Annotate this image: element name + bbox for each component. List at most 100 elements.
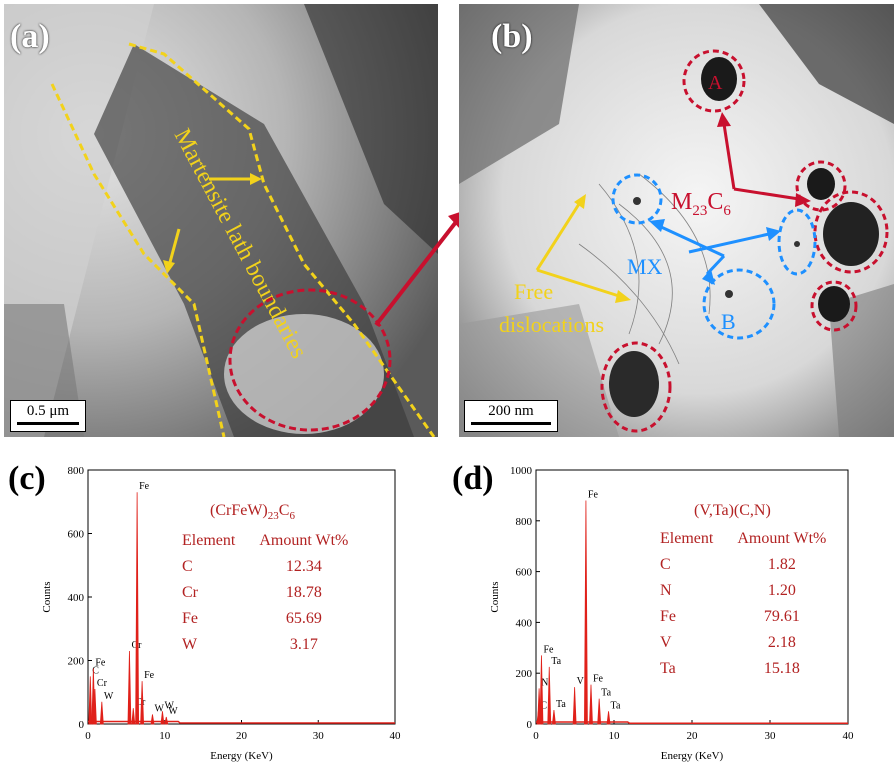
element-cell: V xyxy=(660,634,672,651)
peak-label: Fe xyxy=(593,674,604,685)
panel-label-b: (b) xyxy=(491,18,533,55)
tem-image-b: A B M23C6 MX Free dislocations (b) 200 n… xyxy=(459,4,894,437)
table-row: Fe 79.61 xyxy=(648,604,838,630)
eds-title-c: (CrFeW)23C6 xyxy=(210,502,295,523)
y-tick-label: 1000 xyxy=(510,465,533,477)
spectrum-baseline xyxy=(536,721,848,724)
table-row: W 3.17 xyxy=(170,632,360,658)
table-row: Fe 65.69 xyxy=(170,606,360,632)
spectrum-peak xyxy=(135,492,140,725)
scalebar-label-b: 200 nm xyxy=(488,403,534,419)
spectrum-peak xyxy=(140,681,145,725)
element-cell: C xyxy=(660,556,671,573)
marker-label-b: B xyxy=(721,309,736,334)
table-header: Element xyxy=(182,532,236,550)
marker-circle-a xyxy=(682,49,746,113)
peak-label: Cr xyxy=(135,697,146,708)
m23c6-annotation: M23C6 xyxy=(671,189,731,219)
element-cell: Fe xyxy=(660,608,676,625)
x-tick-label: 0 xyxy=(533,730,539,742)
table-row: C 12.34 xyxy=(170,554,360,580)
table-row: V 2.18 xyxy=(648,630,838,656)
peak-label: Fe xyxy=(139,481,150,492)
x-tick-label: 10 xyxy=(159,730,171,742)
spectrum-peak xyxy=(606,711,611,725)
peak-label: W xyxy=(104,691,114,702)
spectrum-peak xyxy=(572,687,577,725)
table-header: Element xyxy=(660,530,714,547)
peak-label: W xyxy=(168,706,178,717)
eds-grid-c: Element Amount Wt% C 12.34 Cr 18.78 Fe 65.69 W 3.… xyxy=(170,528,360,658)
amount-cell: 18.78 xyxy=(285,584,322,602)
peak-label: W xyxy=(154,703,164,714)
y-tick-label: 200 xyxy=(516,668,533,680)
eds-table-c: (CrFeW)23C6 Element Amount Wt% C 12.34 Cr 18.… xyxy=(170,502,360,658)
table-row: Cr 18.78 xyxy=(170,580,360,606)
scalebar-a: 0.5 μm xyxy=(10,400,86,432)
y-tick-label: 600 xyxy=(516,567,533,579)
peak-label: Fe xyxy=(144,670,155,681)
spectrum-peak xyxy=(164,716,169,725)
spectrum-peak xyxy=(584,500,588,725)
y-axis-label: Counts xyxy=(41,581,53,612)
y-tick-label: 400 xyxy=(68,592,85,604)
spectrum-peak xyxy=(551,709,556,725)
x-tick-label: 0 xyxy=(85,730,91,742)
x-tick-label: 20 xyxy=(236,730,248,742)
peak-label: W xyxy=(164,700,174,711)
amount-cell: 2.18 xyxy=(767,634,796,651)
x-axis-label: Energy (KeV) xyxy=(661,750,724,762)
spectrum-peak xyxy=(160,711,165,725)
x-tick-label: 10 xyxy=(609,730,621,742)
spectrum-peak xyxy=(539,655,544,725)
peak-label: Fe xyxy=(543,644,554,655)
spectrum-peak xyxy=(99,701,104,725)
table-header: Amount Wt% xyxy=(259,532,349,550)
element-cell: Ta xyxy=(660,660,676,677)
amount-cell: 3.17 xyxy=(289,636,318,654)
panel-label-d: (d) xyxy=(452,460,494,497)
eds-chart-c: 0 200 400 600 800 0 10 20 30 40 Energy (KeV) Counts… xyxy=(41,465,402,762)
peak-label: N xyxy=(541,677,548,688)
spectrum-peak xyxy=(589,684,593,725)
x-tick-label: 40 xyxy=(390,730,402,742)
peak-label: C xyxy=(540,700,547,711)
amount-cell: 79.61 xyxy=(763,608,800,625)
dislocation-annotation: Free dislocations xyxy=(499,279,604,337)
scalebar-b: 200 nm xyxy=(464,400,558,432)
eds-title-d: (V,Ta)(C,N) xyxy=(694,502,771,519)
amount-cell: 1.20 xyxy=(767,582,796,599)
y-tick-label: 600 xyxy=(68,529,85,541)
x-tick-label: 40 xyxy=(843,730,855,742)
panel-label-a: (a) xyxy=(10,18,50,55)
element-cell: W xyxy=(182,636,198,654)
y-tick-label: 800 xyxy=(68,465,85,477)
element-cell: Fe xyxy=(182,610,198,628)
x-axis-label: Energy (KeV) xyxy=(210,750,273,762)
region-circle xyxy=(228,288,392,432)
x-tick-label: 30 xyxy=(313,730,325,742)
amount-cell: 1.82 xyxy=(767,556,796,573)
eds-grid-d: Element Amount Wt% C 1.82 N 1.20 Fe 79.61 V 2.18 T… xyxy=(648,526,838,682)
peak-label: Fe xyxy=(95,657,106,668)
marker-label-a: A xyxy=(708,72,723,94)
peak-label: Cr xyxy=(97,678,108,689)
mx-annotation: MX xyxy=(627,254,663,279)
spectrum-peak xyxy=(92,689,97,725)
amount-cell: 12.34 xyxy=(285,558,322,576)
peak-label: Ta xyxy=(551,656,561,667)
spectrum-peak xyxy=(597,698,602,725)
element-cell: Cr xyxy=(182,584,198,602)
marker-circle-b xyxy=(702,268,776,340)
element-cell: N xyxy=(660,582,672,599)
table-row: Ta 15.18 xyxy=(648,656,838,682)
scalebar-label-a: 0.5 μm xyxy=(26,403,70,419)
spectrum-peak xyxy=(127,650,132,725)
amount-cell: 15.18 xyxy=(763,660,800,677)
tem-micrograph-a: Martensite lath boundaries xyxy=(4,4,438,437)
x-tick-label: 20 xyxy=(687,730,699,742)
y-tick-label: 400 xyxy=(516,617,533,629)
eds-chart-d: 0 200 400 600 800 1000 0 10 20 30 40 Energy (KeV) Co… xyxy=(489,465,855,762)
peak-label: Ta xyxy=(556,699,566,710)
y-tick-label: 0 xyxy=(527,719,533,731)
